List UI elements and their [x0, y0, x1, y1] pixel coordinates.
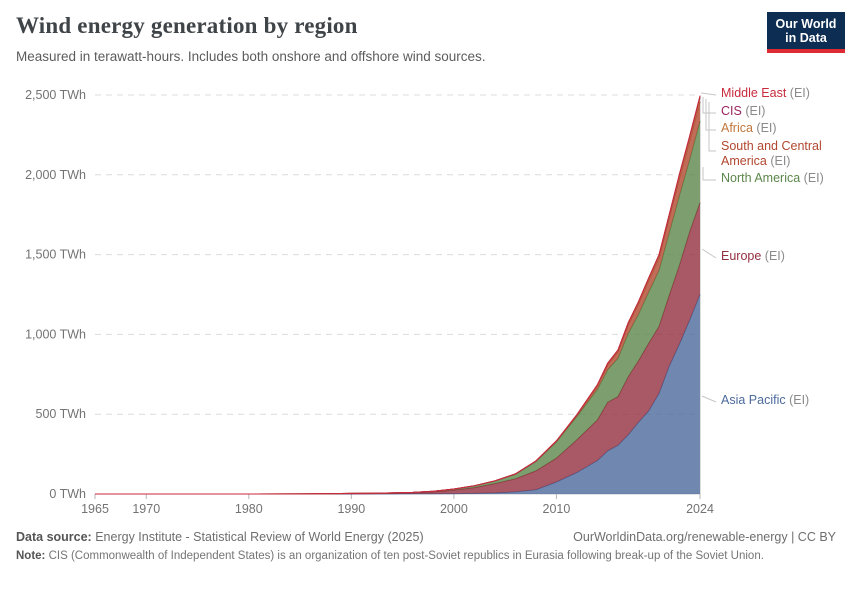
legend-suffix-africa: (EI): [752, 121, 777, 135]
x-tick-label-1970: 1970: [132, 502, 160, 516]
legend-label-europe: Europe: [721, 249, 762, 263]
legend-leader-asia-pacific: [701, 395, 717, 403]
legend-item-asia-pacific[interactable]: Asia Pacific (EI): [721, 393, 843, 408]
chart-footer: Data source: Energy Institute - Statisti…: [16, 530, 836, 564]
y-tick-label-500: 500 TWh: [36, 407, 87, 421]
legend-leader-africa: [705, 99, 716, 131]
y-tick-label-2000: 2,000 TWh: [25, 168, 86, 182]
legend-suffix-cis: (EI): [741, 104, 766, 118]
x-tick-label-2000: 2000: [440, 502, 468, 516]
legend-leader-europe: [701, 248, 717, 259]
footer-link[interactable]: OurWorldinData.org/renewable-energy | CC…: [573, 530, 836, 544]
legend-leader-north-america: [702, 167, 716, 181]
footer-note-label: Note:: [16, 550, 46, 562]
data-source: Data source: Energy Institute - Statisti…: [16, 530, 424, 544]
footer-note-text: CIS (Commonwealth of Independent States)…: [48, 550, 764, 562]
footer-note: Note: CIS (Commonwealth of Independent S…: [16, 549, 836, 564]
page-title: Wind energy generation by region: [16, 13, 358, 38]
owid-logo[interactable]: Our World in Data: [767, 12, 845, 53]
legend-suffix-asia-pacific: (EI): [785, 393, 810, 407]
legend-item-cis[interactable]: CIS (EI): [721, 104, 843, 119]
legend-suffix-middle-east: (EI): [786, 86, 810, 100]
legend-label-asia-pacific: Asia Pacific: [721, 393, 786, 407]
owid-logo-line2: in Data: [785, 31, 827, 45]
y-tick-label-2500: 2,500 TWh: [25, 88, 86, 102]
legend-leader-south-and-central-america: [708, 102, 716, 152]
x-tick-label-1990: 1990: [337, 502, 365, 516]
legend-suffix-south-and-central-america: (EI): [766, 154, 791, 168]
legend-label-south-and-central-america: South and Central America: [721, 139, 822, 168]
data-source-label: Data source:: [16, 530, 92, 544]
legend-leader-middle-east: [700, 92, 717, 96]
legend-leader-cis: [702, 97, 716, 114]
chart-subtitle: Measured in terawatt-hours. Includes bot…: [16, 49, 486, 64]
legend-item-north-america[interactable]: North America (EI): [721, 171, 843, 186]
area-top-line-middle-east: [95, 95, 701, 495]
legend-item-middle-east[interactable]: Middle East (EI): [721, 86, 843, 101]
legend-suffix-north-america: (EI): [800, 171, 824, 185]
y-tick-label-1000: 1,000 TWh: [25, 327, 86, 341]
y-tick-label-0: 0 TWh: [49, 487, 86, 501]
legend-label-north-america: North America: [721, 171, 801, 185]
x-tick-label-2024: 2024: [686, 502, 714, 516]
legend-label-middle-east: Middle East: [721, 86, 787, 100]
legend-item-africa[interactable]: Africa (EI): [721, 121, 843, 136]
area-asia-pacific[interactable]: [95, 294, 700, 495]
data-source-text: Energy Institute - Statistical Review of…: [95, 530, 424, 544]
legend-item-europe[interactable]: Europe (EI): [721, 249, 843, 264]
legend-label-africa: Africa: [721, 121, 753, 135]
legend-item-south-and-central-america[interactable]: South and Central America (EI): [721, 139, 843, 169]
y-tick-label-1500: 1,500 TWh: [25, 248, 86, 262]
x-tick-label-2010: 2010: [543, 502, 571, 516]
owid-logo-line1: Our World: [775, 17, 837, 31]
x-tick-label-1980: 1980: [235, 502, 263, 516]
legend-label-cis: CIS: [721, 104, 742, 118]
x-tick-label-1965: 1965: [81, 502, 109, 516]
legend-suffix-europe: (EI): [761, 249, 785, 263]
